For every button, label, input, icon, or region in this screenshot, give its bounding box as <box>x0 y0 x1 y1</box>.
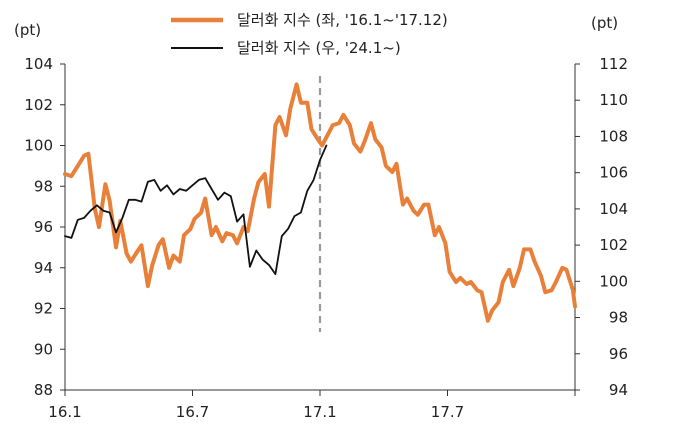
left-y-tick-label: 102 <box>24 96 53 114</box>
right-y-tick-label: 94 <box>609 381 628 399</box>
x-tick-label: 16.7 <box>176 403 209 421</box>
right-y-tick-label: 110 <box>599 91 628 109</box>
left-y-tick-label: 94 <box>34 259 53 277</box>
right-y-tick-label: 98 <box>609 309 628 327</box>
series-line-1 <box>64 144 328 276</box>
series-line-0 <box>63 82 577 323</box>
right-y-tick-label: 102 <box>599 236 628 254</box>
left-y-tick-label: 88 <box>34 381 53 399</box>
x-tick-label: 16.1 <box>48 403 81 421</box>
left-y-tick-label: 98 <box>34 177 53 195</box>
x-tick-label: 17.1 <box>303 403 336 421</box>
right-y-tick-label: 112 <box>599 55 628 73</box>
right-axis-unit: (pt) <box>591 14 618 32</box>
left-y-tick-label: 90 <box>34 340 53 358</box>
legend-label-0: 달러화 지수 (좌, '16.1~'17.12) <box>237 11 448 29</box>
right-y-tick-label: 108 <box>599 127 628 145</box>
left-axis-unit: (pt) <box>14 21 41 39</box>
right-y-tick-label: 96 <box>609 345 628 363</box>
x-tick-label: 17.7 <box>431 403 464 421</box>
left-y-tick-label: 100 <box>24 137 53 155</box>
right-y-tick-label: 104 <box>599 200 628 218</box>
left-y-tick-label: 92 <box>34 300 53 318</box>
right-y-tick-label: 100 <box>599 272 628 290</box>
legend-label-1: 달러화 지수 (우, '24.1~) <box>237 39 401 57</box>
left-y-tick-label: 96 <box>34 218 53 236</box>
left-y-tick-label: 104 <box>24 55 53 73</box>
right-y-tick-label: 106 <box>599 164 628 182</box>
